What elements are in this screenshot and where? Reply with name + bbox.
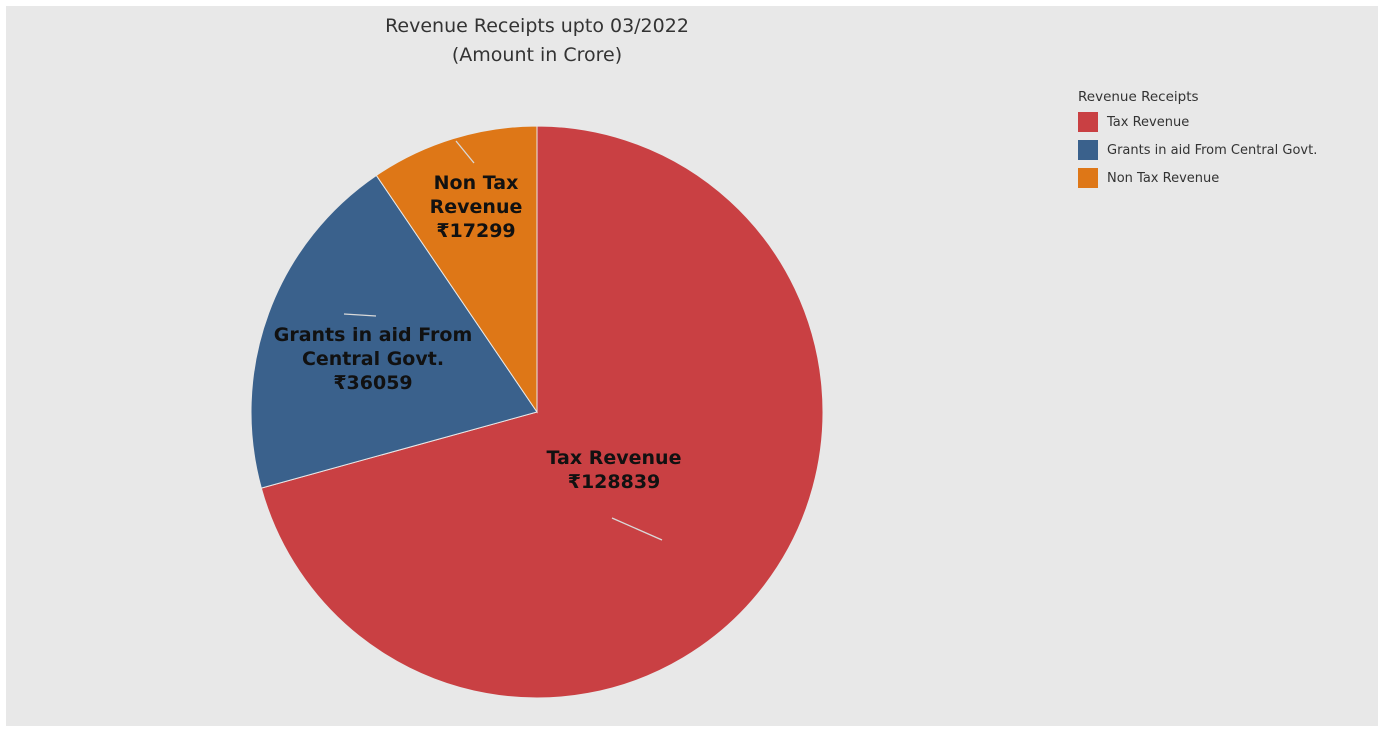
pie-label-line: ₹36059 [333,372,412,394]
legend-item-non-tax-revenue[interactable]: Non Tax Revenue [1078,164,1372,192]
label-leader-lines [343,140,663,541]
pie-slice-non-tax-revenue[interactable] [375,125,538,414]
pie-label-line: Central Govt. [302,348,444,370]
chart-title-line-1: Revenue Receipts upto 03/2022 [385,15,689,37]
pie-label-non-tax-revenue: Non Tax Revenue ₹17299 [430,172,523,242]
pie-label-line: ₹17299 [436,220,515,242]
pie-label-line: Non Tax [434,172,519,194]
pie-labels: Tax Revenue ₹128839 Grants in aid From Cent… [274,172,682,493]
legend-label-grants-in-aid: Grants in aid From Central Govt. [1107,142,1318,158]
pie-label-line: ₹128839 [568,471,661,493]
pie-label-line: Tax Revenue [547,447,682,469]
legend: Revenue Receipts Tax Revenue Grants in a… [1078,88,1372,192]
pie-label-tax-revenue: Tax Revenue ₹128839 [547,447,682,493]
pie-label-grants-in-aid-from-central-govt: Grants in aid From Central Govt. ₹36059 [274,324,473,394]
legend-title: Revenue Receipts [1078,89,1199,105]
leader-line-non-tax-revenue [455,140,475,164]
legend-swatch-non-tax-revenue [1078,168,1098,188]
legend-label-non-tax-revenue: Non Tax Revenue [1107,170,1220,186]
chart-title: Revenue Receipts upto 03/2022 (Amount in… [287,12,787,70]
legend-label-tax-revenue: Tax Revenue [1107,114,1190,130]
pie-label-line: Grants in aid From [274,324,473,346]
legend-item-grants-in-aid[interactable]: Grants in aid From Central Govt. [1078,136,1372,164]
leader-line-grants-in-aid-from-central-govt [343,313,377,317]
legend-item-tax-revenue[interactable]: Tax Revenue [1078,108,1372,136]
pie-slice-tax-revenue[interactable] [260,125,824,699]
pie-slices [250,125,824,699]
legend-swatch-grants-in-aid [1078,140,1098,160]
pie-slice-grants-in-aid-from-central-govt[interactable] [250,174,538,489]
chart-title-line-2: (Amount in Crore) [451,44,623,66]
leader-line-tax-revenue [611,517,663,541]
pie-label-line: Revenue [430,196,523,218]
legend-swatch-tax-revenue [1078,112,1098,132]
